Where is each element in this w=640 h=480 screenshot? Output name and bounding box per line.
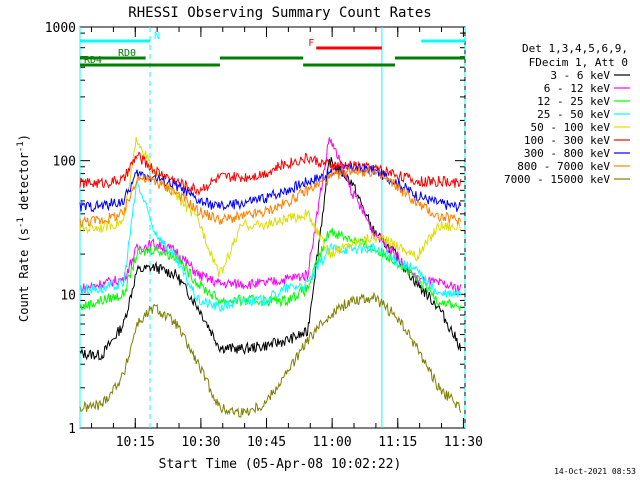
plot-area: 1 10 100 1000 10:15 10:30 10:45 11:00 11:15 11:30… bbox=[45, 21, 483, 450]
status-bar-label: F bbox=[308, 38, 314, 49]
y-axis-title-sup1: -1 bbox=[16, 217, 26, 228]
status-bar-label: RD0 bbox=[118, 48, 136, 59]
series-line bbox=[79, 137, 462, 294]
chart-title: RHESSI Observing Summary Count Rates bbox=[128, 5, 431, 21]
legend: Det 1,3,4,5,6,9, FDecim 1, Att 0 3 - 6 k… bbox=[504, 42, 630, 186]
y-tick-label: 10 bbox=[60, 288, 76, 303]
series-line bbox=[79, 179, 462, 313]
x-tick-label: 11:00 bbox=[313, 435, 352, 450]
x-axis-label: Start Time (05-Apr-08 10:02:22) bbox=[159, 457, 402, 472]
y-tick-label: 1 bbox=[68, 422, 76, 437]
x-tick-label: 11:15 bbox=[378, 435, 417, 450]
footer-date: 14-Oct-2021 08:53 bbox=[554, 467, 636, 476]
x-tick-label: 10:30 bbox=[181, 435, 220, 450]
legend-label: 50 - 100 keV bbox=[531, 121, 611, 134]
y-axis-title-end: ) bbox=[17, 134, 31, 141]
legend-header-line-2: FDecim 1, Att 0 bbox=[529, 56, 628, 69]
legend-label: 12 - 25 keV bbox=[537, 95, 610, 108]
x-axis-title: Start Time (05-Apr-08 10:02:22) bbox=[159, 457, 402, 472]
series-line bbox=[79, 156, 462, 361]
x-tick-label: 10:15 bbox=[116, 435, 155, 450]
series-line bbox=[79, 291, 462, 418]
legend-label: 100 - 300 keV bbox=[524, 134, 610, 147]
x-tick-label: 11:30 bbox=[444, 435, 483, 450]
y-axis-title-sup2: -1 bbox=[16, 141, 26, 152]
y-axis-title-main: Count Rate (s bbox=[17, 228, 31, 322]
y-axis-label: Count Rate (s-1 detector-1) bbox=[16, 134, 31, 322]
y-tick-label: 100 bbox=[53, 155, 76, 170]
series-line bbox=[79, 151, 462, 196]
y-axis-title-mid: detector bbox=[17, 152, 31, 217]
legend-label: 25 - 50 keV bbox=[537, 108, 610, 121]
series-line bbox=[79, 137, 462, 278]
y-tick-label: 1000 bbox=[45, 21, 76, 36]
legend-label: 800 - 7000 keV bbox=[517, 160, 610, 173]
status-bar-label: N bbox=[154, 31, 160, 42]
legend-label: 300 - 800 keV bbox=[524, 147, 610, 160]
status-bar-label: RD4 bbox=[84, 55, 102, 66]
legend-label: 7000 - 15000 keV bbox=[504, 173, 610, 186]
legend-label: 3 - 6 keV bbox=[550, 69, 610, 82]
legend-label: 6 - 12 keV bbox=[544, 82, 611, 95]
svg-text:Count Rate (s-1 detector-1): Count Rate (s-1 detector-1) bbox=[16, 134, 31, 322]
x-tick-label: 10:45 bbox=[247, 435, 286, 450]
legend-header-line-1: Det 1,3,4,5,6,9, bbox=[522, 42, 628, 55]
series-line bbox=[79, 165, 462, 228]
